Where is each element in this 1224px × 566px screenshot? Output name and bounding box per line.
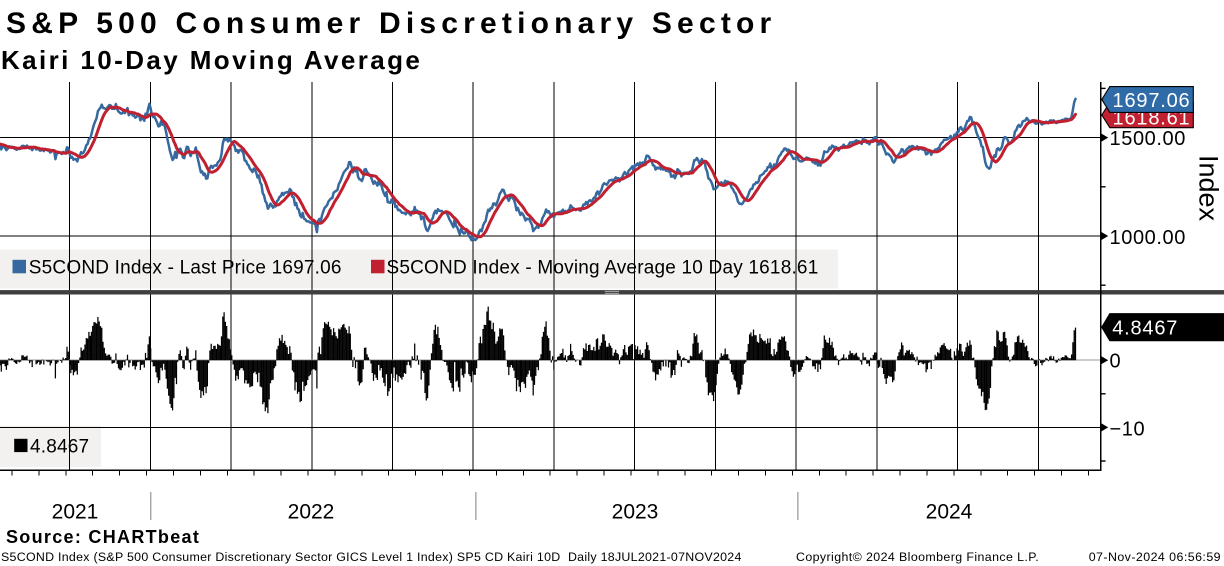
svg-text:2023: 2023 xyxy=(612,501,659,524)
svg-text:Index: Index xyxy=(1194,155,1224,222)
svg-text:1000.00: 1000.00 xyxy=(1110,227,1187,249)
svg-text:1500.00: 1500.00 xyxy=(1110,128,1187,150)
svg-text:1697.06: 1697.06 xyxy=(1113,90,1191,112)
svg-text:0: 0 xyxy=(1110,350,1122,372)
svg-text:S5COND Index - Last Price 1697: S5COND Index - Last Price 1697.06 xyxy=(29,258,342,279)
svg-text:4.8467: 4.8467 xyxy=(30,436,89,457)
svg-text:−10: −10 xyxy=(1110,418,1146,440)
svg-text:2021: 2021 xyxy=(52,501,99,524)
svg-text:4.8467: 4.8467 xyxy=(1112,318,1178,340)
svg-text:2024: 2024 xyxy=(926,501,973,524)
svg-text:2022: 2022 xyxy=(288,501,335,524)
svg-text:S5COND Index - Moving Average: S5COND Index - Moving Average 10 Day 161… xyxy=(387,258,819,279)
